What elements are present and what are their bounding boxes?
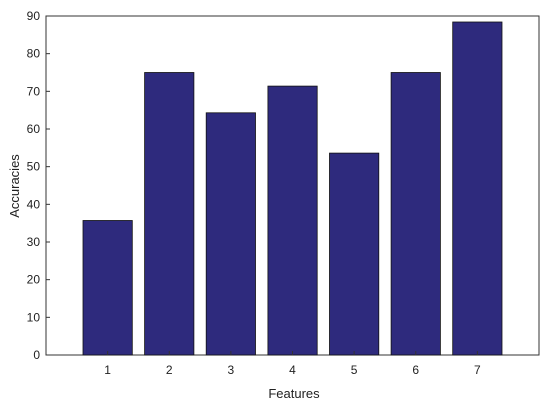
- y-tick-label: 30: [27, 235, 41, 249]
- y-tick-label: 20: [27, 273, 41, 287]
- bar-group: [82, 21, 503, 356]
- x-tick-label: 1: [104, 363, 111, 377]
- y-tick-label: 60: [27, 122, 41, 136]
- y-tick-label: 10: [27, 310, 41, 324]
- x-tick-label: 6: [412, 363, 419, 377]
- x-tick-label: 3: [228, 363, 235, 377]
- y-tick-label: 80: [27, 47, 41, 61]
- y-axis-ticks: 0 10 20 30 40 50 60 70 80 90: [27, 9, 50, 362]
- x-tick-label: 5: [351, 363, 358, 377]
- bar-feature-3: [205, 112, 256, 356]
- y-tick-label: 40: [27, 197, 41, 211]
- bar-feature-4: [267, 85, 318, 356]
- y-tick-label: 90: [27, 9, 41, 23]
- x-tick-label: 2: [166, 363, 173, 377]
- y-axis-label: Accuracies: [7, 154, 22, 218]
- bar-feature-7: [452, 21, 503, 356]
- x-axis-ticks: 1 2 3 4 5 6 7: [104, 351, 481, 377]
- bar-feature-2: [144, 72, 195, 356]
- x-tick-label: 7: [474, 363, 481, 377]
- x-tick-label: 4: [289, 363, 296, 377]
- x-axis-label: Features: [268, 386, 320, 401]
- bar-feature-1: [82, 220, 133, 356]
- y-tick-label: 70: [27, 84, 41, 98]
- bar-feature-6: [390, 72, 441, 356]
- bar-feature-5: [329, 152, 380, 356]
- y-tick-label: 0: [33, 348, 40, 362]
- y-tick-label: 50: [27, 160, 41, 174]
